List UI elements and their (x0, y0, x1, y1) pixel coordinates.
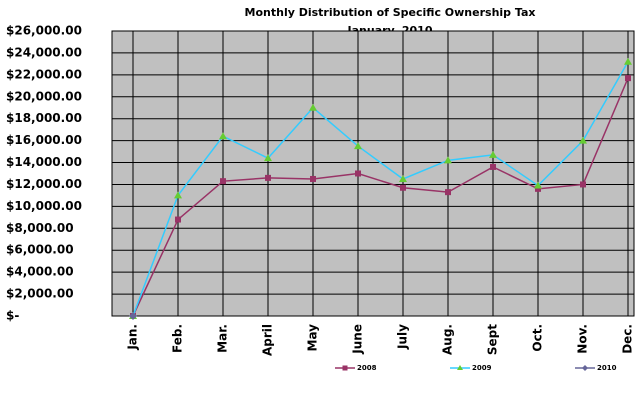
data-point (625, 75, 631, 82)
x-tick-label: Mar. (216, 324, 230, 353)
data-point (400, 184, 406, 191)
data-point (445, 189, 451, 196)
data-point (579, 136, 587, 144)
x-tick-label: Aug. (441, 324, 455, 355)
x-tick-label: July (396, 324, 410, 350)
y-tick-label: $18,000.00 (6, 111, 82, 125)
series-line (132, 61, 629, 317)
y-tick-label: $14,000.00 (6, 155, 82, 169)
data-point (309, 103, 317, 111)
chart-title: Monthly Distribution of Specific Ownersh… (245, 6, 536, 19)
y-tick-label: $20,000.00 (6, 89, 82, 103)
data-point (535, 185, 541, 192)
y-tick-label: $2,000.00 (6, 287, 74, 301)
data-point (580, 181, 586, 188)
data-point (490, 163, 496, 170)
x-tick-label: Feb. (171, 324, 185, 353)
y-tick-label: $24,000.00 (6, 45, 82, 59)
y-tick-label: $22,000.00 (6, 67, 82, 81)
x-tick-label: Oct. (531, 324, 545, 352)
y-tick-label: $4,000.00 (6, 265, 74, 279)
y-tick-label: $26,000.00 (6, 24, 82, 38)
data-point (129, 312, 137, 320)
y-tick-label: $16,000.00 (6, 133, 82, 147)
data-point (624, 57, 632, 65)
data-point (265, 174, 271, 181)
data-point (264, 154, 272, 162)
y-tick-label: $- (6, 309, 19, 323)
data-point (534, 181, 542, 189)
data-point (220, 178, 226, 185)
x-tick-label: April (261, 324, 275, 356)
data-point (175, 216, 181, 223)
data-point (219, 132, 227, 140)
y-tick-label: $12,000.00 (6, 177, 82, 191)
legend-marker (457, 365, 463, 370)
x-tick-label: Jan. (126, 324, 140, 351)
legend-marker (582, 365, 588, 371)
y-tick-label: $10,000.00 (6, 199, 82, 213)
legend-marker (342, 365, 348, 371)
data-point (174, 191, 182, 199)
series-line (132, 77, 629, 317)
x-tick-label: Nov. (576, 324, 590, 354)
x-tick-label: May (306, 324, 320, 352)
legend-label: 2008 (357, 364, 377, 372)
x-tick-label: Dec. (621, 324, 635, 354)
data-point (355, 170, 361, 177)
data-point (489, 150, 497, 158)
plot-area (111, 30, 635, 317)
y-tick-label: $8,000.00 (6, 221, 74, 235)
data-point (399, 174, 407, 182)
legend-label: 2010 (597, 364, 617, 372)
data-point (444, 156, 452, 164)
data-point (310, 175, 316, 182)
y-tick-label: $6,000.00 (6, 243, 74, 257)
x-tick-label: Sept (486, 324, 500, 355)
legend-label: 2009 (472, 364, 492, 372)
x-tick-label: June (351, 324, 365, 355)
data-point (354, 142, 362, 150)
